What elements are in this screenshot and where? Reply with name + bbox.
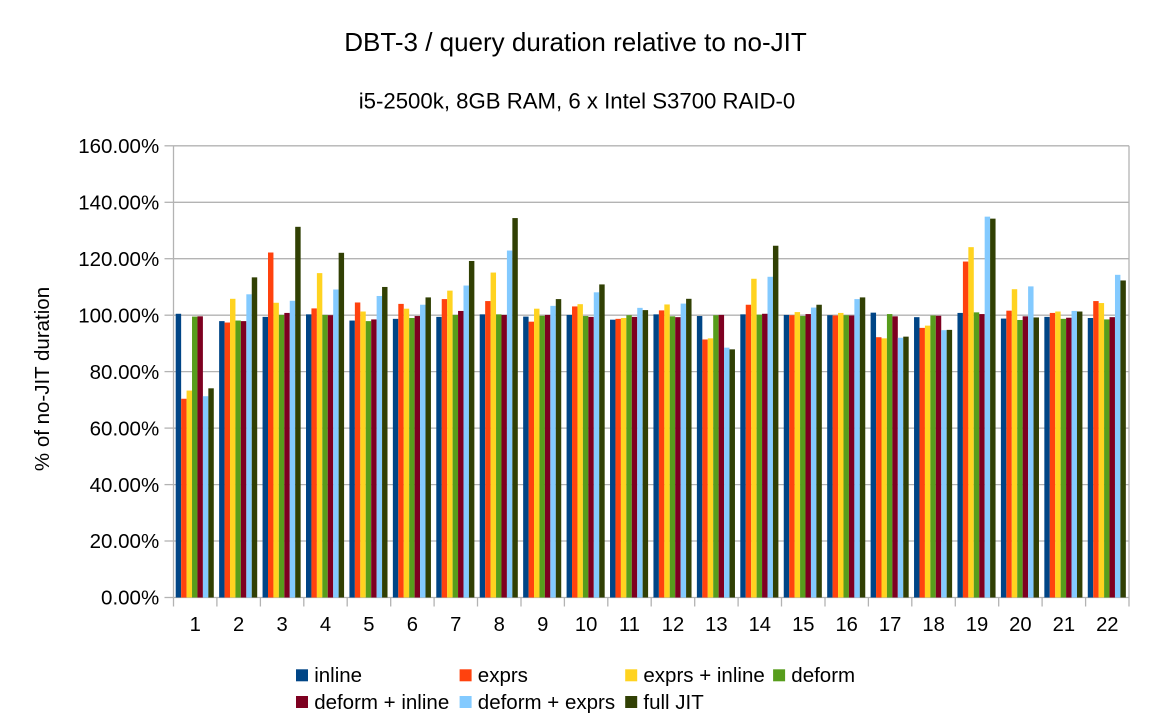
- svg-text:15: 15: [792, 614, 814, 636]
- svg-text:140.00%: 140.00%: [78, 192, 159, 215]
- svg-text:60.00%: 60.00%: [90, 417, 160, 440]
- svg-text:16: 16: [835, 614, 857, 636]
- svg-text:80.00%: 80.00%: [90, 361, 160, 384]
- svg-text:18: 18: [922, 614, 944, 636]
- svg-text:120.00%: 120.00%: [78, 248, 159, 271]
- svg-text:exprs: exprs: [478, 664, 528, 687]
- svg-text:10: 10: [575, 614, 597, 636]
- svg-text:20: 20: [1009, 614, 1031, 636]
- svg-text:0.00%: 0.00%: [101, 587, 159, 610]
- svg-text:6: 6: [407, 614, 418, 636]
- svg-text:22: 22: [1096, 614, 1118, 636]
- svg-text:5: 5: [363, 614, 374, 636]
- svg-text:21: 21: [1053, 614, 1075, 636]
- svg-text:100.00%: 100.00%: [78, 304, 159, 327]
- svg-text:4: 4: [320, 614, 331, 636]
- svg-text:8: 8: [494, 614, 505, 636]
- svg-text:deform + exprs: deform + exprs: [478, 691, 615, 714]
- svg-text:13: 13: [705, 614, 727, 636]
- svg-text:exprs + inline: exprs + inline: [643, 664, 764, 687]
- svg-text:12: 12: [662, 614, 684, 636]
- svg-text:% of no-JIT duration: % of no-JIT duration: [31, 287, 54, 471]
- svg-text:i5-2500k, 8GB RAM, 6 x Intel S: i5-2500k, 8GB RAM, 6 x Intel S3700 RAID-…: [359, 89, 796, 114]
- svg-text:inline: inline: [314, 664, 362, 687]
- svg-text:2: 2: [233, 614, 244, 636]
- svg-text:deform: deform: [791, 664, 855, 687]
- svg-text:19: 19: [966, 614, 988, 636]
- svg-text:14: 14: [749, 614, 771, 636]
- svg-text:9: 9: [537, 614, 548, 636]
- svg-text:7: 7: [450, 614, 461, 636]
- svg-text:DBT-3 / query duration relativ: DBT-3 / query duration relative to no-JI…: [344, 27, 807, 57]
- svg-text:20.00%: 20.00%: [90, 530, 160, 553]
- svg-text:160.00%: 160.00%: [78, 135, 159, 158]
- svg-text:deform + inline: deform + inline: [314, 691, 449, 714]
- svg-text:full JIT: full JIT: [643, 691, 704, 714]
- svg-text:17: 17: [879, 614, 901, 636]
- svg-text:11: 11: [619, 614, 640, 636]
- svg-text:40.00%: 40.00%: [90, 474, 160, 497]
- svg-text:1: 1: [190, 614, 201, 636]
- svg-text:3: 3: [276, 614, 287, 636]
